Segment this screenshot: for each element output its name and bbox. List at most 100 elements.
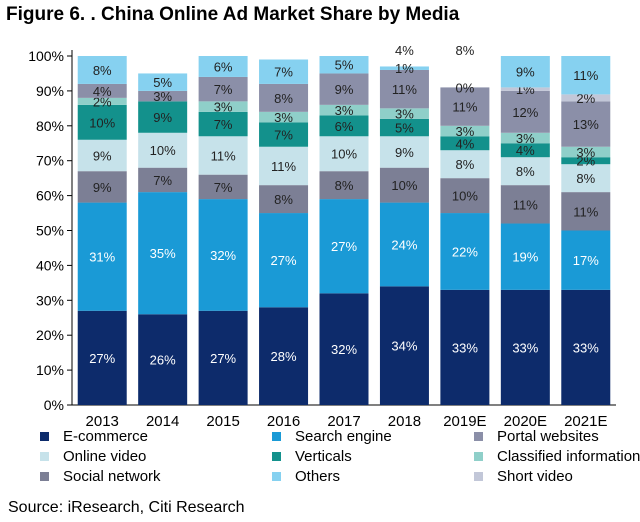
- data-label: 9%: [395, 145, 414, 160]
- data-label: 8%: [93, 63, 112, 78]
- bar-short-video: [500, 87, 550, 91]
- bar-search-engine: [379, 202, 429, 287]
- data-label: 32%: [210, 248, 236, 263]
- bar-portal-websites: [77, 83, 127, 98]
- bar-social-network: [77, 171, 127, 203]
- data-label: 4%: [455, 136, 474, 151]
- data-label: 7%: [153, 173, 172, 188]
- bar-portal-websites: [440, 87, 490, 126]
- bar-online-video: [138, 132, 188, 168]
- bar-online-video: [198, 136, 248, 175]
- bar-portal-websites: [138, 90, 188, 102]
- legend-swatch: [272, 452, 281, 461]
- bar-social-network: [440, 178, 490, 214]
- legend-item: Short video: [474, 468, 573, 485]
- data-label: 9%: [93, 180, 112, 195]
- bar-classified-information: [319, 104, 369, 116]
- bar-classified-information: [198, 101, 248, 112]
- data-label: 9%: [93, 148, 112, 163]
- data-label: 27%: [331, 239, 357, 254]
- data-label: 12%: [512, 105, 538, 120]
- data-label: 6%: [335, 119, 354, 134]
- data-label: 7%: [214, 180, 233, 195]
- y-tick-label: 20%: [36, 327, 64, 343]
- bar-others: [77, 56, 127, 84]
- data-label: 26%: [150, 353, 176, 368]
- data-label: 11%: [211, 148, 236, 163]
- data-label: 9%: [153, 110, 172, 125]
- data-label: 10%: [331, 147, 357, 162]
- data-label: 8%: [516, 164, 535, 179]
- data-label: 27%: [89, 351, 115, 366]
- data-label: 10%: [89, 115, 115, 130]
- bar-search-engine: [561, 230, 611, 290]
- data-label: 34%: [391, 339, 417, 354]
- data-label-extra: 4%: [395, 43, 414, 58]
- legend-item: Classified information: [474, 448, 640, 465]
- bar-online-video: [500, 157, 550, 186]
- bar-classified-information: [77, 97, 127, 105]
- data-label: 3%: [455, 124, 474, 139]
- data-label: 10%: [391, 178, 417, 193]
- data-label: 11%: [573, 204, 598, 219]
- bar-portal-websites: [561, 101, 611, 147]
- data-label: 10%: [452, 189, 478, 204]
- data-label: 32%: [331, 342, 357, 357]
- legend-item: Portal websites: [474, 428, 599, 445]
- data-label: 8%: [455, 157, 474, 172]
- legend-swatch: [474, 452, 483, 461]
- y-tick-label: 40%: [36, 257, 64, 273]
- bar-verticals: [379, 118, 429, 137]
- data-label: 3%: [395, 107, 414, 122]
- data-label: 33%: [512, 340, 538, 355]
- x-tick-label: 2016: [267, 413, 300, 430]
- bar-others: [500, 56, 550, 88]
- data-label: 28%: [271, 349, 297, 364]
- legend-label: Search engine: [295, 428, 392, 445]
- bar-social-network: [500, 185, 550, 224]
- bar-verticals: [198, 111, 248, 137]
- y-tick-label: 50%: [36, 223, 64, 239]
- data-label: 6%: [214, 59, 233, 74]
- bar-others: [379, 66, 429, 70]
- data-label: 2%: [576, 91, 595, 106]
- legend-item: Search engine: [272, 428, 392, 445]
- bar-verticals: [500, 143, 550, 158]
- x-tick-label: 2013: [86, 413, 119, 430]
- legend-swatch: [474, 472, 483, 481]
- legend-label: Verticals: [295, 448, 352, 465]
- legend-item: Social network: [40, 468, 161, 485]
- bar-classified-information: [440, 125, 490, 137]
- data-label: 35%: [150, 246, 176, 261]
- bar-e-commerce: [379, 286, 429, 405]
- data-label: 9%: [516, 65, 535, 80]
- bar-portal-websites: [319, 73, 369, 105]
- data-label: 31%: [89, 250, 115, 265]
- bar-portal-websites: [198, 76, 248, 102]
- x-tick-label: 2019E: [443, 413, 486, 430]
- bar-online-video: [379, 136, 429, 168]
- source-note: Source: iResearch, Citi Research: [8, 499, 245, 516]
- legend-swatch: [40, 452, 49, 461]
- x-tick-label: 2018: [388, 413, 421, 430]
- data-label: 3%: [153, 89, 172, 104]
- bar-classified-information: [379, 108, 429, 119]
- bar-others: [138, 73, 188, 91]
- bar-search-engine: [319, 199, 369, 294]
- bar-social-network: [379, 167, 429, 203]
- bar-e-commerce: [259, 307, 309, 405]
- data-label: 2%: [576, 154, 595, 169]
- bar-e-commerce: [319, 293, 369, 405]
- data-label-extra: 8%: [455, 43, 474, 58]
- data-label: 11%: [452, 100, 477, 115]
- bar-e-commerce: [440, 289, 490, 405]
- data-label: 5%: [335, 58, 354, 73]
- bar-others: [561, 56, 611, 95]
- legend-item: E-commerce: [40, 428, 148, 445]
- bar-portal-websites: [500, 90, 550, 133]
- legend-item: Online video: [40, 448, 146, 465]
- y-tick-label: 100%: [28, 48, 64, 64]
- bar-social-network: [198, 174, 248, 200]
- y-tick-label: 70%: [36, 153, 64, 169]
- bar-online-video: [259, 146, 309, 186]
